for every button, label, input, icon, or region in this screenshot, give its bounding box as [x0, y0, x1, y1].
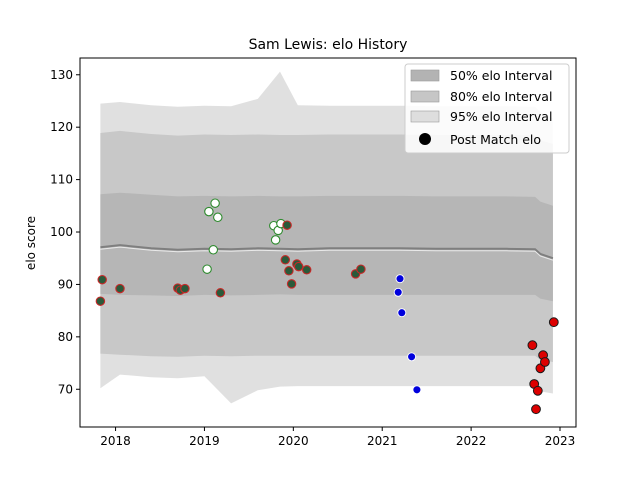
data-point-red-30 — [527, 340, 538, 351]
x-tick-label-2020: 2020 — [278, 434, 309, 448]
data-point-blue-25 — [393, 287, 403, 297]
data-point-loss-2 — [115, 283, 125, 294]
data-point-win-9 — [210, 198, 220, 208]
chart-title: Sam Lewis: elo History — [249, 37, 408, 53]
legend-frame — [404, 63, 570, 154]
data-point-loss-16 — [280, 255, 291, 265]
data-point-win-8 — [208, 245, 219, 255]
axes-frame — [79, 57, 577, 428]
median-line-path — [100, 244, 554, 260]
data-point-loss-18 — [284, 266, 294, 276]
data-point-blue-27 — [397, 308, 407, 318]
data-point-win-6 — [202, 264, 212, 274]
y-tick-label-90: 90 — [58, 277, 73, 291]
y-tick-label-100: 100 — [50, 225, 73, 239]
data-point-win-10 — [213, 212, 223, 223]
data-point-blue-29 — [412, 385, 422, 395]
legend-swatch-50 — [410, 69, 440, 82]
data-point-loss-22 — [301, 265, 312, 275]
plot-area — [95, 71, 559, 415]
x-tick-label-2023: 2023 — [545, 434, 576, 448]
data-point-win-13 — [270, 235, 281, 245]
data-point-loss-11 — [215, 288, 226, 298]
data-point-red-36 — [540, 357, 550, 367]
legend-marker-post-match — [419, 133, 431, 145]
band-50 — [100, 192, 553, 302]
data-point-blue-28 — [407, 352, 417, 362]
interval-bands — [100, 71, 553, 404]
y-tick-label-80: 80 — [58, 330, 73, 344]
legend-label-95: 95% elo Interval — [450, 109, 552, 124]
legend-label-80: 80% elo Interval — [450, 89, 552, 104]
x-tick-label-2018: 2018 — [100, 434, 131, 448]
data-point-red-33 — [532, 385, 543, 396]
data-point-loss-5 — [180, 283, 190, 294]
data-point-loss-21 — [293, 261, 304, 272]
x-tick-label-2021: 2021 — [367, 434, 398, 448]
data-point-loss-1 — [97, 274, 107, 285]
data-point-loss-17 — [282, 220, 292, 230]
y-tick-label-120: 120 — [50, 120, 73, 134]
y-tick-label-110: 110 — [50, 173, 73, 187]
data-point-loss-24 — [356, 264, 366, 274]
data-point-blue-26 — [395, 274, 405, 284]
y-tick-label-70: 70 — [58, 382, 73, 396]
data-point-loss-19 — [286, 279, 297, 289]
x-tick-label-2019: 2019 — [189, 434, 220, 448]
legend-label-50: 50% elo Interval — [450, 68, 552, 83]
post-match-points — [95, 198, 559, 415]
median-line — [100, 244, 554, 261]
data-point-red-37 — [548, 317, 559, 328]
legend-label-post-match: Post Match elo — [450, 132, 541, 147]
data-point-win-7 — [204, 206, 214, 217]
legend: 50% elo Interval 80% elo Interval 95% el… — [404, 63, 570, 154]
axes: 2018 2019 2020 2021 2022 2023 70 80 90 100 110 120 1… — [50, 57, 577, 448]
data-point-loss-0 — [95, 296, 106, 306]
legend-swatch-95 — [410, 110, 440, 123]
legend-swatch-80 — [410, 90, 440, 103]
y-axis-label: elo score — [24, 216, 38, 270]
x-tick-label-2022: 2022 — [456, 434, 487, 448]
data-point-red-32 — [531, 404, 541, 415]
y-tick-label-130: 130 — [50, 68, 73, 82]
median-line-highlight — [100, 246, 554, 261]
